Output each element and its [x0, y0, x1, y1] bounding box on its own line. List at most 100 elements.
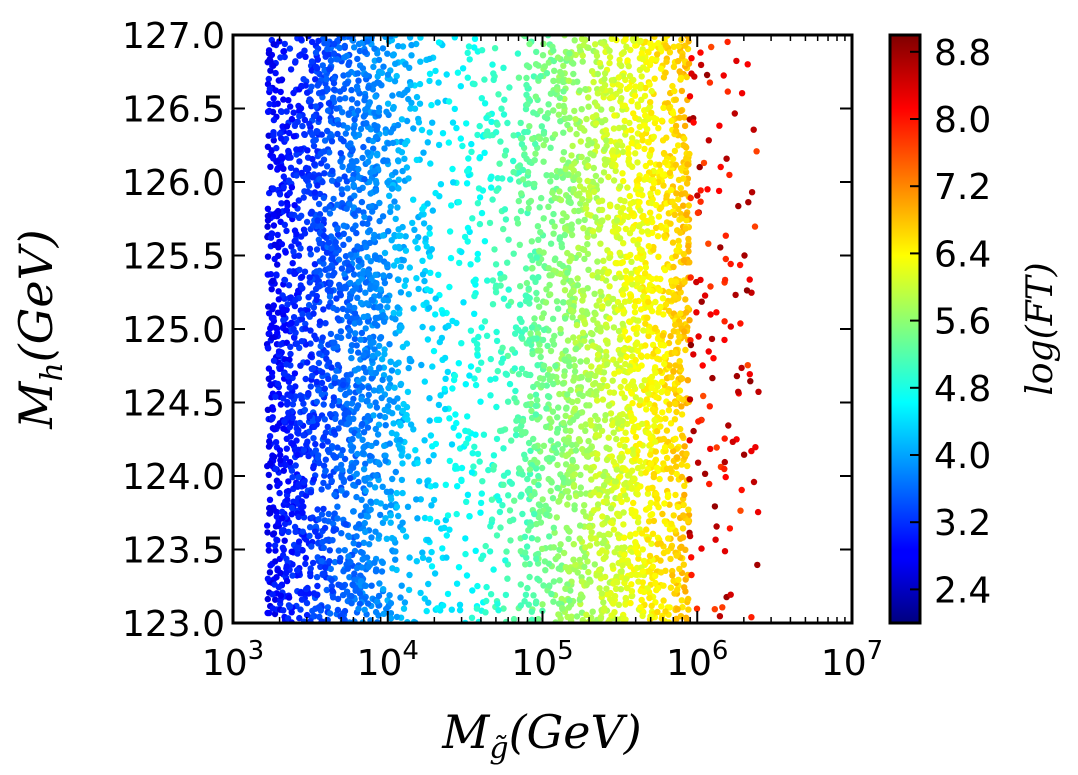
- scatter-point: [327, 57, 335, 64]
- scatter-point: [434, 99, 441, 106]
- scatter-point: [324, 40, 331, 47]
- scatter-point: [657, 557, 664, 564]
- scatter-point: [410, 196, 417, 203]
- scatter-point: [566, 362, 573, 370]
- scatter-point: [629, 592, 636, 599]
- scatter-point: [579, 287, 587, 294]
- scatter-point: [283, 108, 290, 115]
- scatter-point: [624, 253, 631, 260]
- scatter-point: [619, 417, 626, 425]
- scatter-point: [381, 442, 388, 449]
- scatter-point: [550, 230, 557, 237]
- scatter-point: [615, 124, 623, 132]
- scatter-point: [632, 571, 639, 578]
- scatter-point: [317, 342, 324, 350]
- scatter-point: [538, 545, 546, 553]
- scatter-point: [296, 419, 304, 427]
- scatter-point: [594, 367, 601, 374]
- scatter-point: [408, 41, 415, 49]
- scatter-point: [538, 123, 545, 130]
- scatter-point: [536, 204, 543, 211]
- scatter-point: [280, 546, 287, 553]
- scatter-point: [456, 259, 463, 267]
- scatter-point: [550, 544, 557, 551]
- scatter-point: [376, 199, 383, 207]
- scatter-point: [416, 100, 424, 107]
- scatter-point: [550, 107, 557, 114]
- scatter-point: [661, 266, 669, 274]
- scatter-point: [628, 210, 635, 217]
- scatter-point: [424, 536, 432, 544]
- scatter-point: [624, 472, 632, 479]
- scatter-point: [669, 82, 676, 90]
- scatter-point: [363, 300, 370, 307]
- scatter-point: [390, 536, 398, 543]
- scatter-point: [592, 41, 599, 48]
- scatter-point: [681, 443, 688, 450]
- scatter-point: [402, 533, 410, 540]
- scatter-point: [686, 259, 693, 266]
- scatter-point: [384, 50, 391, 57]
- scatter-point: [615, 327, 623, 335]
- scatter-point: [366, 402, 374, 409]
- scatter-point: [284, 615, 292, 622]
- scatter-point: [505, 492, 512, 499]
- scatter-point: [624, 420, 631, 428]
- scatter-point: [314, 182, 321, 189]
- scatter-point: [320, 306, 327, 313]
- scatter-point: [393, 503, 401, 510]
- scatter-point: [285, 594, 293, 601]
- scatter-point: [476, 194, 484, 201]
- scatter-point: [375, 56, 383, 64]
- scatter-point: [307, 251, 314, 258]
- scatter-point: [600, 376, 607, 383]
- scatter-point: [490, 452, 498, 459]
- scatter-point: [621, 212, 628, 220]
- scatter-point: [685, 202, 692, 209]
- scatter-point: [578, 35, 586, 43]
- scatter-point: [392, 556, 399, 563]
- scatter-point: [462, 550, 469, 558]
- scatter-point: [287, 393, 294, 400]
- scatter-point: [489, 61, 496, 68]
- scatter-point: [639, 546, 646, 553]
- scatter-point: [295, 538, 303, 545]
- scatter-point: [355, 165, 362, 173]
- scatter-point: [368, 296, 375, 304]
- scatter-point: [266, 85, 274, 93]
- scatter-point: [268, 415, 276, 422]
- scatter-point: [633, 330, 640, 337]
- scatter-point: [386, 272, 393, 280]
- scatter-point: [605, 173, 612, 181]
- scatter-point: [580, 508, 587, 515]
- scatter-point: [682, 42, 689, 49]
- scatter-point: [374, 152, 381, 159]
- scatter-point: [365, 84, 372, 91]
- scatter-point: [668, 520, 675, 527]
- scatter-point: [471, 292, 478, 300]
- scatter-point: [288, 115, 296, 123]
- scatter-point: [545, 265, 552, 272]
- scatter-point: [471, 375, 478, 382]
- scatter-point: [267, 163, 274, 170]
- scatter-point: [353, 533, 360, 540]
- scatter-point: [364, 600, 372, 607]
- scatter-point: [290, 248, 297, 255]
- scatter-point: [464, 49, 471, 57]
- scatter-point: [441, 385, 448, 393]
- scatter-point: [382, 515, 389, 522]
- scatter-point: [684, 175, 692, 182]
- scatter-point: [334, 515, 341, 522]
- scatter-point: [625, 150, 632, 157]
- scatter-point: [310, 113, 318, 120]
- scatter-point: [515, 74, 523, 81]
- scatter-point: [638, 382, 645, 390]
- scatter-point: [527, 330, 534, 337]
- scatter-point: [551, 131, 559, 138]
- scatter-point: [662, 301, 670, 308]
- scatter-point: [469, 450, 476, 457]
- scatter-point: [545, 101, 552, 108]
- scatter-point: [334, 181, 341, 188]
- scatter-point: [286, 45, 294, 52]
- scatter-point: [384, 179, 391, 186]
